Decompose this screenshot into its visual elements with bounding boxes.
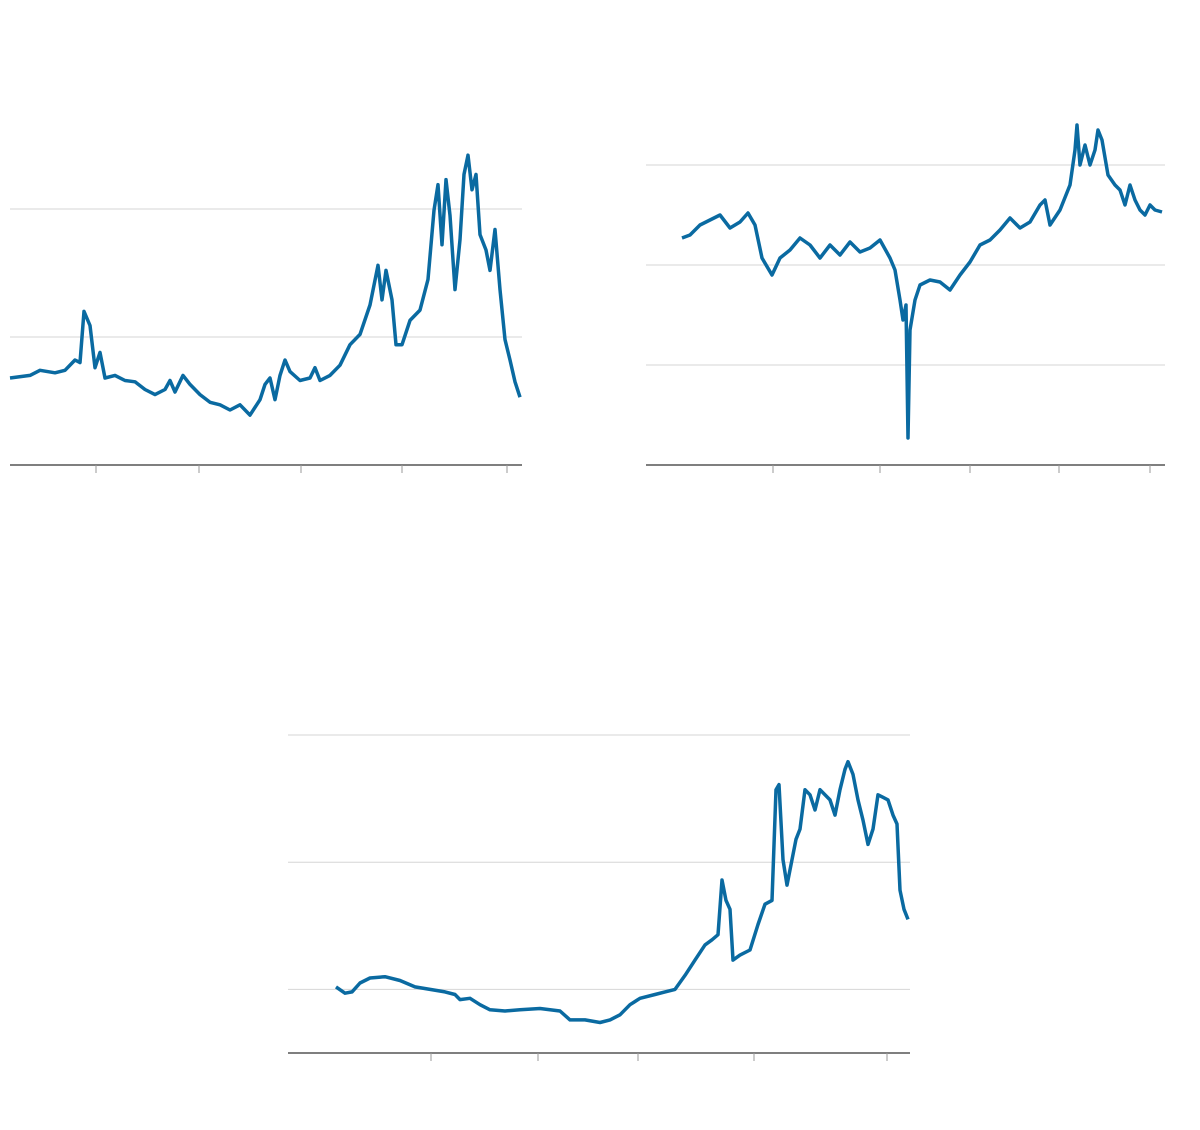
data-line: [9, 153, 522, 417]
data-line: [681, 123, 1163, 440]
data-line: [334, 759, 910, 1025]
